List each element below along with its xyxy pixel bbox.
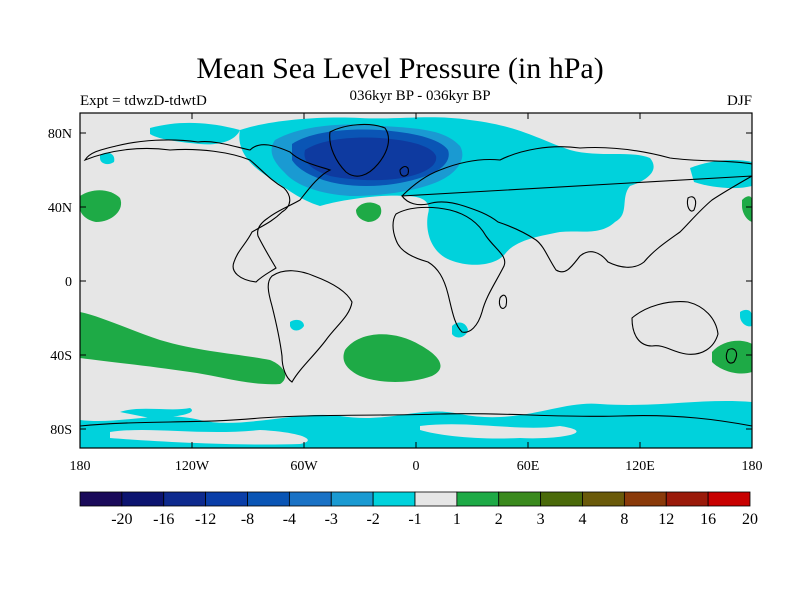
australia-coast — [631, 301, 719, 355]
east-siberia-negative-anomaly — [690, 160, 752, 189]
west-pacific-positive-anomaly — [742, 196, 752, 222]
color-legend: -20 -16 -12 -8 -4 -3 -2 -1 1 2 3 4 8 12 16 20 — [79, 491, 758, 528]
x-axis: 180 120W 60W 0 60E 120E 180 — [70, 113, 763, 474]
legend-swatch — [330, 491, 374, 507]
pressure-anomaly-fields — [80, 117, 752, 448]
legend-swatch — [540, 491, 583, 507]
coastlines — [79, 123, 753, 427]
pacific-patch-negative — [290, 319, 304, 331]
south-america-coast — [267, 270, 353, 383]
uk-coast — [399, 165, 409, 177]
x-tick-label: 0 — [413, 459, 420, 474]
legend-swatch — [372, 491, 416, 507]
eurasia-coast — [400, 146, 753, 273]
south-atlantic-positive-anomaly — [343, 334, 441, 382]
legend-label: -8 — [241, 511, 254, 528]
y-tick-label: 40N — [48, 201, 72, 216]
legend-label: -2 — [366, 511, 379, 528]
legend-label: 1 — [453, 511, 461, 528]
north-pacific-positive-anomaly — [80, 190, 122, 222]
x-tick-label: 120E — [625, 459, 655, 474]
madagascar-coast — [498, 294, 508, 309]
x-tick-label: 180 — [70, 459, 91, 474]
y-tick-label: 80N — [48, 127, 72, 142]
x-tick-label: 60W — [290, 459, 318, 474]
nz-coast — [725, 348, 737, 364]
legend-label: -3 — [325, 511, 338, 528]
legend-swatch — [205, 491, 248, 507]
legend-swatch — [247, 491, 290, 507]
arctic-canada-negative-anomaly — [150, 122, 240, 145]
greenland-coast — [329, 123, 390, 177]
y-tick-label: 80S — [50, 423, 72, 438]
tasman-negative-anomaly — [740, 309, 752, 327]
legend-swatch — [707, 491, 751, 507]
legend-label: -12 — [195, 511, 216, 528]
legend-swatch — [121, 491, 165, 507]
experiment-label: Expt = tdwzD-tdwtD — [80, 93, 207, 109]
x-tick-label: 60E — [517, 459, 540, 474]
north-atlantic-core-anomaly — [304, 137, 437, 181]
x-tick-label: 120W — [175, 459, 210, 474]
nz-positive-anomaly — [712, 340, 752, 374]
legend-swatch — [414, 491, 458, 507]
legend-label: -20 — [111, 511, 132, 528]
legend-label: 20 — [742, 511, 758, 528]
legend-label: 4 — [579, 511, 587, 528]
legend-swatch — [288, 491, 332, 507]
map-title: Mean Sea Level Pressure (in hPa) — [196, 52, 604, 85]
legend-swatch — [498, 491, 542, 507]
legend-swatch — [79, 491, 123, 507]
legend-label: 8 — [620, 511, 628, 528]
japan-coast — [686, 196, 697, 212]
antarctica-coast — [79, 413, 753, 427]
legend-label: 2 — [495, 511, 503, 528]
legend-swatch — [665, 491, 709, 507]
legend-swatch — [623, 491, 667, 507]
azores-positive-anomaly — [356, 202, 382, 222]
antarctic-gap — [110, 430, 308, 445]
legend-label: 12 — [658, 511, 674, 528]
legend-swatch — [456, 491, 500, 507]
africa-coast — [392, 206, 506, 333]
legend-swatch — [582, 491, 625, 507]
antarctic-gap-2 — [420, 424, 577, 439]
legend-label: 16 — [700, 511, 716, 528]
y-tick-label: 40S — [50, 349, 72, 364]
x-tick-label: 180 — [742, 459, 763, 474]
y-tick-label: 0 — [65, 275, 72, 290]
legend-label: -1 — [408, 511, 421, 528]
legend-label: 3 — [537, 511, 545, 528]
legend-label: -4 — [283, 511, 296, 528]
south-pacific-positive-anomaly — [80, 312, 286, 385]
north-america-coast — [83, 139, 332, 283]
season-label: DJF — [726, 93, 752, 109]
period-subtitle: 036kyr BP - 036kyr BP — [349, 88, 491, 104]
nw-pacific-negative — [100, 152, 115, 165]
antarctic-coast-band — [120, 408, 192, 418]
legend-swatch — [163, 491, 207, 507]
legend-label: -16 — [153, 511, 174, 528]
y-axis: 80N 40N 0 40S 80S — [48, 127, 752, 438]
